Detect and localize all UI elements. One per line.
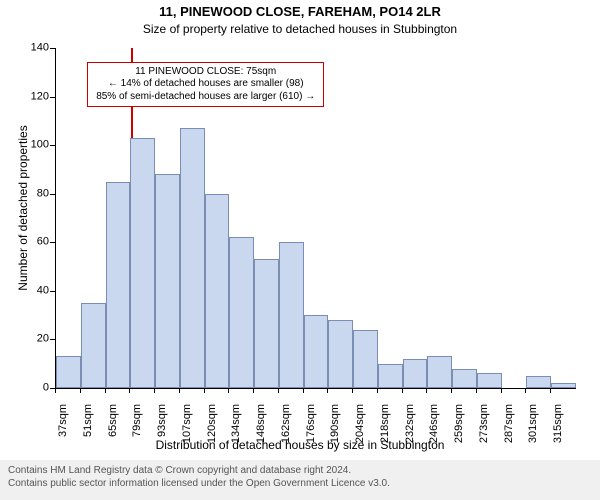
x-tick-mark xyxy=(228,388,229,393)
x-tick-mark xyxy=(204,388,205,393)
x-tick-mark xyxy=(129,388,130,393)
x-tick-mark xyxy=(154,388,155,393)
x-tick-mark xyxy=(525,388,526,393)
y-tick-label: 140 xyxy=(0,43,49,54)
chart-address-title: 11, PINEWOOD CLOSE, FAREHAM, PO14 2LR xyxy=(0,4,600,19)
histogram-bar xyxy=(81,303,106,388)
annotation-box: 11 PINEWOOD CLOSE: 75sqm ← 14% of detach… xyxy=(87,62,324,108)
x-tick-mark xyxy=(402,388,403,393)
x-tick-mark xyxy=(451,388,452,393)
histogram-bar xyxy=(427,356,452,388)
x-tick-mark xyxy=(377,388,378,393)
y-axis-label: Number of detached properties xyxy=(16,108,30,308)
footer: Contains HM Land Registry data © Crown c… xyxy=(0,460,600,500)
histogram-bar xyxy=(279,242,304,388)
annotation-line2: ← 14% of detached houses are smaller (98… xyxy=(96,78,315,91)
footer-line2: Contains public sector information licen… xyxy=(8,477,592,490)
y-tick-mark xyxy=(50,194,55,195)
histogram-bar xyxy=(551,383,576,388)
x-tick-mark xyxy=(105,388,106,393)
chart-container: 11, PINEWOOD CLOSE, FAREHAM, PO14 2LR Si… xyxy=(0,0,600,500)
histogram-bar xyxy=(526,376,551,388)
annotation-line1: 11 PINEWOOD CLOSE: 75sqm xyxy=(96,66,315,79)
y-tick-label: 80 xyxy=(0,188,49,199)
y-tick-label: 40 xyxy=(0,285,49,296)
plot-area: 11 PINEWOOD CLOSE: 75sqm ← 14% of detach… xyxy=(55,48,576,389)
x-tick-mark xyxy=(278,388,279,393)
histogram-bar xyxy=(56,356,81,388)
histogram-bar xyxy=(155,174,180,388)
x-tick-mark xyxy=(352,388,353,393)
histogram-bar xyxy=(353,330,378,388)
histogram-bar xyxy=(328,320,353,388)
y-tick-mark xyxy=(50,48,55,49)
y-tick-label: 60 xyxy=(0,237,49,248)
x-tick-mark xyxy=(80,388,81,393)
x-tick-mark xyxy=(55,388,56,393)
histogram-bar xyxy=(452,369,477,388)
x-tick-mark xyxy=(253,388,254,393)
histogram-bar xyxy=(106,182,131,388)
y-tick-label: 100 xyxy=(0,140,49,151)
y-tick-mark xyxy=(50,242,55,243)
histogram-bar xyxy=(130,138,155,388)
histogram-bar xyxy=(403,359,428,388)
histogram-bar xyxy=(378,364,403,388)
chart-subtitle: Size of property relative to detached ho… xyxy=(0,22,600,36)
x-tick-mark xyxy=(303,388,304,393)
histogram-bar xyxy=(205,194,230,388)
y-tick-mark xyxy=(50,339,55,340)
y-tick-mark xyxy=(50,145,55,146)
y-tick-mark xyxy=(50,291,55,292)
y-tick-label: 0 xyxy=(0,383,49,394)
x-tick-mark xyxy=(476,388,477,393)
x-tick-mark xyxy=(426,388,427,393)
histogram-bar xyxy=(180,128,205,388)
y-tick-label: 120 xyxy=(0,91,49,102)
x-tick-mark xyxy=(327,388,328,393)
histogram-bar xyxy=(304,315,329,388)
annotation-line3: 85% of semi-detached houses are larger (… xyxy=(96,91,315,104)
histogram-bar xyxy=(477,373,502,388)
histogram-bar xyxy=(229,237,254,388)
x-tick-mark xyxy=(501,388,502,393)
x-axis-label: Distribution of detached houses by size … xyxy=(0,438,600,452)
histogram-bar xyxy=(254,259,279,388)
footer-line1: Contains HM Land Registry data © Crown c… xyxy=(8,464,592,477)
y-tick-label: 20 xyxy=(0,334,49,345)
y-tick-mark xyxy=(50,97,55,98)
x-tick-mark xyxy=(550,388,551,393)
x-tick-mark xyxy=(179,388,180,393)
